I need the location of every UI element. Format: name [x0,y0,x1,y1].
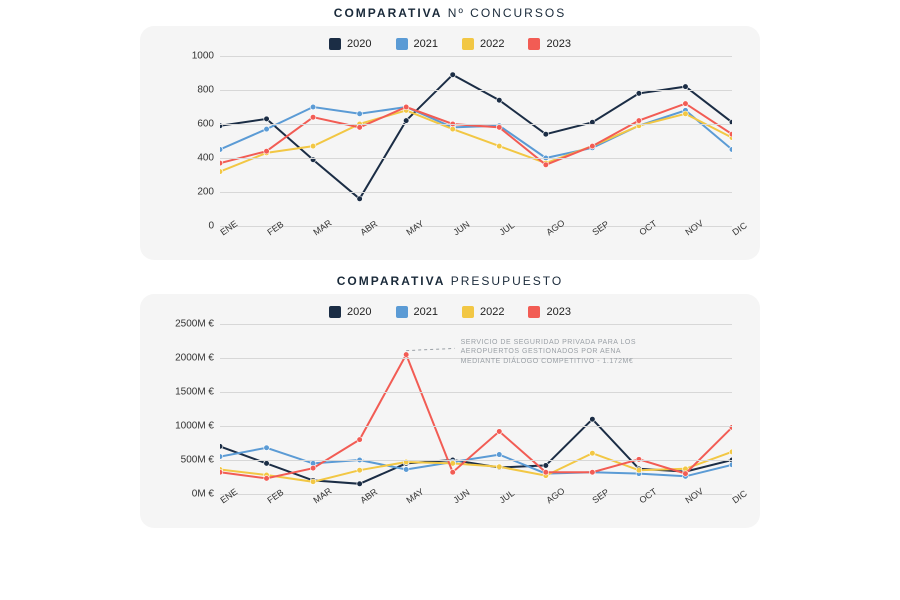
series-point-2023 [310,114,316,120]
legend-item-2021: 2021 [396,306,438,318]
legend-item-2021: 2021 [396,38,438,50]
series-point-2023 [310,465,316,471]
series-point-2022 [636,467,642,473]
legend-item-2023: 2023 [528,306,570,318]
series-point-2023 [403,352,409,358]
series-line-2022 [220,452,732,482]
chart2-legend: 2020 2021 2022 2023 [158,306,742,318]
y-tick: 1000 [158,51,214,62]
y-tick: 0M € [158,489,214,500]
series-point-2021 [264,126,270,132]
series-point-2023 [450,469,456,475]
series-point-2022 [310,143,316,149]
series-point-2023 [220,469,223,475]
y-tick: 1500M € [158,387,214,398]
series-point-2022 [590,450,596,456]
series-point-2020 [264,461,270,467]
chart1-title: COMPARATIVA Nº CONCURSOS [140,6,760,20]
series-point-2021 [220,454,223,460]
series-point-2021 [729,147,732,153]
series-point-2021 [729,462,732,468]
legend-item-2020: 2020 [329,306,371,318]
series-point-2023 [496,429,502,435]
series-point-2023 [357,437,363,443]
chart2-title: COMPARATIVA PRESUPUESTO [140,274,760,288]
series-point-2023 [590,469,596,475]
series-point-2023 [496,125,502,131]
chart-concursos: COMPARATIVA Nº CONCURSOS 202020212022202… [140,6,760,260]
series-point-2020 [357,196,363,202]
series-point-2023 [683,471,689,477]
y-tick: 800 [158,85,214,96]
series-point-2022 [450,126,456,132]
series-point-2020 [496,97,502,103]
y-tick: 1000M € [158,421,214,432]
series-point-2023 [220,160,223,166]
series-point-2022 [683,111,689,117]
chart2-card: 2020 2021 2022 2023 0M € 500M € 1000M € 1500M … [140,294,760,528]
series-point-2020 [543,463,549,469]
series-point-2020 [636,91,642,97]
series-point-2022 [729,449,732,455]
series-point-2022 [220,169,223,175]
y-tick: 200 [158,187,214,198]
chart1-card: 2020 2021 2022 2023 0 200 400 600 800 1000 ENEFE… [140,26,760,260]
series-point-2020 [683,84,689,90]
series-point-2020 [220,444,223,450]
series-point-2021 [496,452,502,458]
series-point-2023 [403,104,409,110]
series-point-2020 [543,131,549,137]
series-point-2021 [403,467,409,473]
series-point-2023 [590,143,596,149]
series-point-2023 [357,125,363,131]
series-point-2023 [264,476,270,482]
y-tick: 400 [158,153,214,164]
chart1-legend: 2020 2021 2022 2023 [158,38,742,50]
y-tick: 0 [158,221,214,232]
series-point-2020 [450,72,456,78]
series-point-2021 [220,147,223,153]
y-tick: 2500M € [158,319,214,330]
series-point-2021 [357,111,363,117]
chart1-plot: 02004006008001000 [158,56,742,226]
legend-item-2022: 2022 [462,306,504,318]
chart1-xlabels: ENEFEBMARABRMAYJUNJULAGOSEPOCTNOVDIC [220,226,732,252]
series-point-2023 [683,101,689,107]
chart2-xlabels: ENEFEBMARABRMAYJUNJULAGOSEPOCTNOVDIC [220,494,732,520]
series-point-2020 [357,481,363,487]
series-point-2020 [403,118,409,124]
y-tick: 2000M € [158,353,214,364]
legend-item-2022: 2022 [462,38,504,50]
series-point-2023 [543,162,549,168]
chart2-plot: 0M €500M €1000M €1500M €2000M €2500M €SE… [158,324,742,494]
y-tick: 600 [158,119,214,130]
series-point-2020 [590,416,596,422]
series-point-2022 [357,467,363,473]
series-point-2021 [310,104,316,110]
series-point-2023 [729,131,732,137]
series-point-2020 [264,116,270,122]
series-point-2023 [636,118,642,124]
series-point-2023 [264,148,270,154]
legend-item-2020: 2020 [329,38,371,50]
series-point-2021 [264,445,270,451]
series-point-2022 [496,143,502,149]
series-point-2022 [496,464,502,470]
series-point-2023 [543,469,549,475]
series-line-2023 [220,104,732,165]
chart-presupuesto: COMPARATIVA PRESUPUESTO 2020 2021 2022 2023… [140,274,760,528]
y-tick: 500M € [158,455,214,466]
series-point-2022 [310,479,316,485]
legend-item-2023: 2023 [528,38,570,50]
